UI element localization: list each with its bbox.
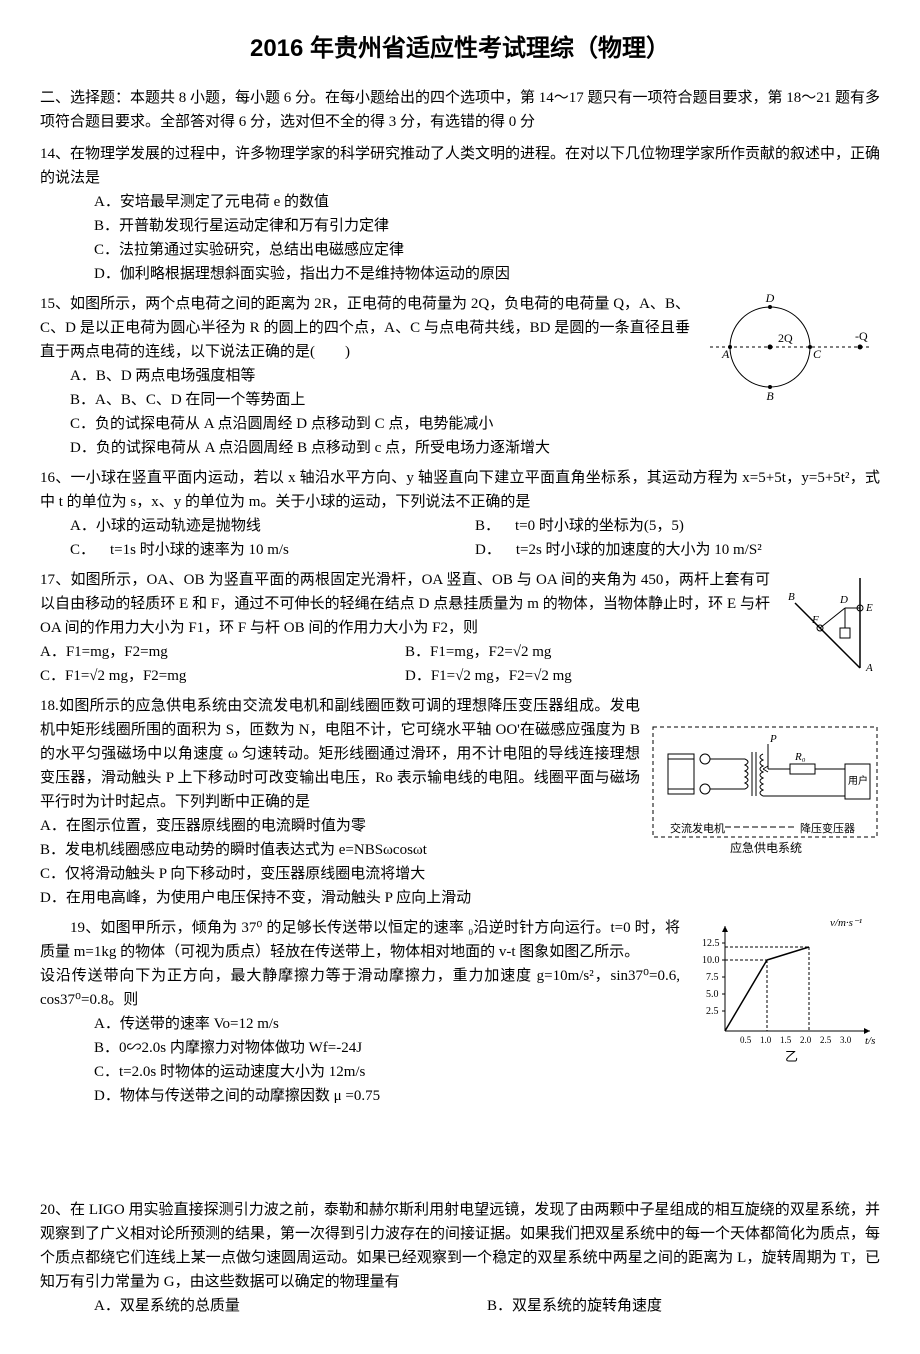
- svg-text:D: D: [765, 292, 775, 305]
- svg-text:7.5: 7.5: [706, 972, 719, 983]
- svg-text:交流发电机: 交流发电机: [670, 821, 725, 835]
- q17-opt-d: D．F1=√2 mg，F2=√2 mg: [405, 664, 770, 688]
- question-20: 20、在 LIGO 用实验直接探测引力波之前，泰勒和赫尔斯利用射电望远镜，发现了…: [40, 1198, 880, 1318]
- q14-stem: 14、在物理学发展的过程中，许多物理学家的科学研究推动了人类文明的进程。在对以下…: [40, 142, 880, 190]
- svg-text:0.5: 0.5: [740, 1035, 752, 1045]
- svg-text:-Q: -Q: [855, 329, 868, 343]
- svg-text:R₀: R₀: [794, 751, 806, 763]
- q19-opt-d: D．物体与传送带之间的动摩擦因数 μ =0.75: [94, 1084, 880, 1108]
- q15-opt-d: D．负的试探电荷从 A 点沿圆周经 B 点移动到 c 点，所受电场力逐渐增大: [70, 436, 880, 460]
- svg-text:用户: 用户: [848, 774, 868, 787]
- page-title: 2016 年贵州省适应性考试理综（物理）: [40, 30, 880, 68]
- svg-text:v/m·s⁻¹: v/m·s⁻¹: [830, 917, 862, 929]
- svg-text:B: B: [788, 591, 795, 603]
- svg-text:2.0: 2.0: [800, 1035, 812, 1045]
- q18-figure: P R₀ 用户 交流发电机 降压变压器 应急供电系统: [650, 724, 880, 872]
- q20-opt-a: A．双星系统的总质量: [94, 1294, 487, 1318]
- svg-text:P: P: [769, 733, 777, 745]
- q20-opt-b: B．双星系统的旋转角速度: [487, 1294, 880, 1318]
- q16-stem: 16、一小球在竖直平面内运动，若以 x 轴沿水平方向、y 轴竖直向下建立平面直角…: [40, 466, 880, 514]
- q18-opt-d: D．在用电高峰，为使用户电压保持不变，滑动触头 P 应向上滑动: [40, 886, 880, 910]
- question-18: P R₀ 用户 交流发电机 降压变压器 应急供电系统 18.如图所示的应急供电系…: [40, 694, 880, 910]
- svg-text:2Q: 2Q: [778, 331, 793, 345]
- q17-figure: F D E B A: [780, 568, 880, 686]
- svg-text:2.5: 2.5: [820, 1035, 832, 1045]
- svg-text:1.5: 1.5: [780, 1035, 792, 1045]
- svg-text:降压变压器: 降压变压器: [800, 821, 855, 835]
- question-17: F D E B A 17、如图所示，OA、OB 为竖直平面的两根固定光滑杆，OA…: [40, 568, 880, 688]
- svg-text:应急供电系统: 应急供电系统: [730, 840, 802, 855]
- q20-stem: 20、在 LIGO 用实验直接探测引力波之前，泰勒和赫尔斯利用射电望远镜，发现了…: [40, 1198, 880, 1294]
- svg-text:D: D: [839, 594, 848, 606]
- q16-opt-c: C． t=1s 时小球的速率为 10 m/s: [70, 538, 475, 562]
- svg-text:C: C: [813, 347, 822, 361]
- svg-text:2.5: 2.5: [706, 1006, 719, 1017]
- q17-opt-b: B．F1=mg，F2=√2 mg: [405, 640, 770, 664]
- svg-text:12.5: 12.5: [702, 938, 720, 949]
- svg-text:5.0: 5.0: [706, 989, 719, 1000]
- q17-stem: 17、如图所示，OA、OB 为竖直平面的两根固定光滑杆，OA 竖直、OB 与 O…: [40, 568, 880, 640]
- svg-text:10.0: 10.0: [702, 955, 720, 966]
- svg-text:B: B: [766, 389, 774, 402]
- svg-text:3.0: 3.0: [840, 1035, 852, 1045]
- question-16: 16、一小球在竖直平面内运动，若以 x 轴沿水平方向、y 轴竖直向下建立平面直角…: [40, 466, 880, 562]
- q17-opt-a: A．F1=mg，F2=mg: [40, 640, 405, 664]
- q14-opt-c: C．法拉第通过实验研究，总结出电磁感应定律: [94, 238, 880, 262]
- svg-text:A: A: [865, 662, 873, 674]
- q15-figure: D A C B 2Q -Q: [700, 292, 880, 410]
- q14-opt-d: D．伽利略根据理想斜面实验，指出力不是维持物体运动的原因: [94, 262, 880, 286]
- q19-figure-right: v/m·s⁻¹ t/s 12.5 10.0 7.5 5.0 2.5 0.5 1.…: [690, 916, 880, 1074]
- q16-opt-a: A．小球的运动轨迹是抛物线: [70, 514, 475, 538]
- svg-text:t/s: t/s: [865, 1035, 875, 1047]
- q15-opt-c: C．负的试探电荷从 A 点沿圆周经 D 点移动到 C 点，电势能减小: [70, 412, 880, 436]
- section-header: 二、选择题：本题共 8 小题，每小题 6 分。在每小题给出的四个选项中，第 14…: [40, 86, 880, 134]
- svg-text:E: E: [865, 602, 873, 614]
- q14-opt-b: B．开普勒发现行星运动定律和万有引力定律: [94, 214, 880, 238]
- question-15: D A C B 2Q -Q 15、如图所示，两个点电荷之间的距离为 2R，正电荷…: [40, 292, 880, 460]
- svg-text:F: F: [811, 614, 819, 626]
- svg-text:A: A: [721, 347, 730, 361]
- q16-opt-d: D． t=2s 时小球的加速度的大小为 10 m/S²: [475, 538, 880, 562]
- question-19: v/m·s⁻¹ t/s 12.5 10.0 7.5 5.0 2.5 0.5 1.…: [40, 916, 880, 1192]
- question-14: 14、在物理学发展的过程中，许多物理学家的科学研究推动了人类文明的进程。在对以下…: [40, 142, 880, 286]
- q14-opt-a: A．安培最早测定了元电荷 e 的数值: [94, 190, 880, 214]
- q17-opt-c: C．F1=√2 mg，F2=mg: [40, 664, 405, 688]
- svg-text:乙: 乙: [785, 1049, 798, 1064]
- q16-opt-b: B． t=0 时小球的坐标为(5，5): [475, 514, 880, 538]
- svg-text:1.0: 1.0: [760, 1035, 772, 1045]
